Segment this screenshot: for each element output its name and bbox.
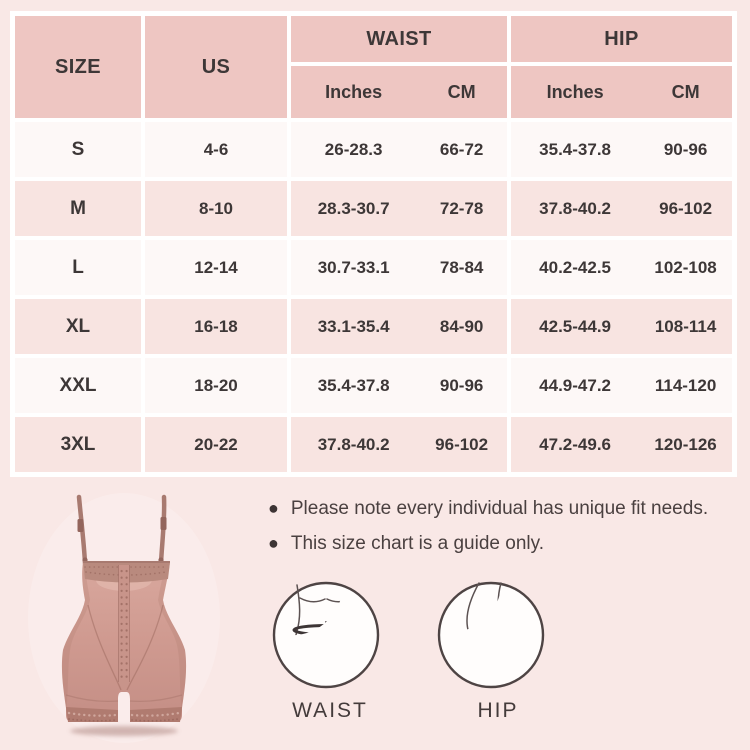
waist-inches-value: 26-28.3	[324, 139, 383, 159]
waist-subheader-row: Inches CM	[291, 66, 507, 118]
waist-cm-value: 90-96	[439, 375, 484, 395]
table-body: S 4-6 26-28.3 66-72 35.4-37.8 90-96 M 8-…	[15, 122, 732, 472]
waist-inches-value: 35.4-37.8	[317, 375, 390, 395]
hip-inches-value: 42.5-44.9	[539, 316, 611, 336]
hip-inches-value: 35.4-37.8	[539, 139, 611, 159]
waist-cm-value: 84-90	[439, 316, 484, 336]
us-cell: 20-22	[145, 417, 287, 472]
note-line: ● This size chart is a guide only.	[268, 533, 728, 555]
size-header-cell: SIZE	[15, 16, 141, 118]
us-header-cell: US	[145, 16, 287, 118]
waist-diagram-label: WAIST	[292, 699, 368, 722]
hip-cell: 42.5-44.9 108-114	[511, 299, 732, 354]
hip-cm-value: 120-126	[654, 434, 717, 454]
table-row: M 8-10 28.3-30.7 72-78 37.8-40.2 96-102	[15, 181, 732, 236]
waist-cm-subheader: CM	[447, 81, 476, 102]
hip-subheader-row: Inches CM	[511, 66, 732, 118]
waist-cell: 35.4-37.8 90-96	[291, 358, 507, 413]
waist-header-group: WAIST Inches CM	[291, 16, 507, 118]
waist-cell: 28.3-30.7 72-78	[291, 181, 507, 236]
waist-cell: 30.7-33.1 78-84	[291, 240, 507, 295]
waist-cell: 33.1-35.4 84-90	[291, 299, 507, 354]
note-text: This size chart is a guide only.	[290, 533, 544, 554]
waist-inches-value: 30.7-33.1	[317, 257, 390, 277]
hip-cell: 44.9-47.2 114-120	[511, 358, 732, 413]
waist-cm-value: 96-102	[435, 434, 489, 454]
fit-notes: ● Please note every individual has uniqu…	[268, 498, 728, 568]
size-cell: XXL	[15, 358, 141, 413]
hip-header-cell: HIP	[511, 16, 732, 62]
waist-header-cell: WAIST	[291, 16, 507, 62]
us-cell: 18-20	[145, 358, 287, 413]
hip-inches-value: 37.8-40.2	[539, 198, 611, 218]
hip-cm-value: 108-114	[654, 316, 717, 336]
table-header: SIZE US WAIST Inches CM HIP Inches CM	[15, 16, 732, 118]
waist-cm-value: 66-72	[439, 139, 484, 159]
hip-cm-value: 90-96	[663, 139, 708, 159]
hip-cm-subheader: CM	[671, 81, 700, 102]
hip-cell: 35.4-37.8 90-96	[511, 122, 732, 177]
waist-inches-subheader: Inches	[325, 81, 383, 102]
hip-cell: 37.8-40.2 96-102	[511, 181, 732, 236]
hip-cm-value: 96-102	[659, 198, 713, 218]
hip-header-group: HIP Inches CM	[511, 16, 732, 118]
shapewear-product-image	[28, 493, 220, 743]
hip-measure-diagram	[437, 579, 545, 691]
table-row: L 12-14 30.7-33.1 78-84 40.2-42.5 102-10…	[15, 240, 732, 295]
table-row: XL 16-18 33.1-35.4 84-90 42.5-44.9 108-1…	[15, 299, 732, 354]
waist-inches-value: 33.1-35.4	[317, 316, 390, 336]
size-cell: XL	[15, 299, 141, 354]
hip-cell: 40.2-42.5 102-108	[511, 240, 732, 295]
hip-inches-subheader: Inches	[546, 81, 604, 102]
us-cell: 8-10	[145, 181, 287, 236]
hip-cell: 47.2-49.6 120-126	[511, 417, 732, 472]
table-row: S 4-6 26-28.3 66-72 35.4-37.8 90-96	[15, 122, 732, 177]
waist-inches-value: 37.8-40.2	[317, 434, 390, 454]
table-row: 3XL 20-22 37.8-40.2 96-102 47.2-49.6 120…	[15, 417, 732, 472]
hip-inches-value: 47.2-49.6	[539, 434, 611, 454]
table-row: XXL 18-20 35.4-37.8 90-96 44.9-47.2 114-…	[15, 358, 732, 413]
size-table: SIZE US WAIST Inches CM HIP Inches CM S …	[10, 11, 737, 477]
size-cell: M	[15, 181, 141, 236]
bullet-icon: ●	[268, 498, 279, 518]
hip-cm-value: 114-120	[654, 375, 717, 395]
waist-cell: 37.8-40.2 96-102	[291, 417, 507, 472]
bullet-icon: ●	[268, 533, 279, 553]
us-cell: 12-14	[145, 240, 287, 295]
size-cell: L	[15, 240, 141, 295]
us-cell: 4-6	[145, 122, 287, 177]
size-cell: S	[15, 122, 141, 177]
waist-inches-value: 28.3-30.7	[317, 198, 390, 218]
waist-cm-value: 72-78	[439, 198, 484, 218]
hip-diagram-label: HIP	[477, 699, 519, 722]
waist-measure-diagram	[272, 581, 380, 691]
size-cell: 3XL	[15, 417, 141, 472]
waist-cm-value: 78-84	[439, 257, 484, 277]
hip-cm-value: 102-108	[654, 257, 717, 277]
hip-inches-value: 40.2-42.5	[539, 257, 611, 277]
note-text: Please note every individual has unique …	[290, 498, 709, 519]
note-line: ● Please note every individual has uniqu…	[268, 498, 728, 520]
hip-inches-value: 44.9-47.2	[539, 375, 611, 395]
waist-cell: 26-28.3 66-72	[291, 122, 507, 177]
us-cell: 16-18	[145, 299, 287, 354]
